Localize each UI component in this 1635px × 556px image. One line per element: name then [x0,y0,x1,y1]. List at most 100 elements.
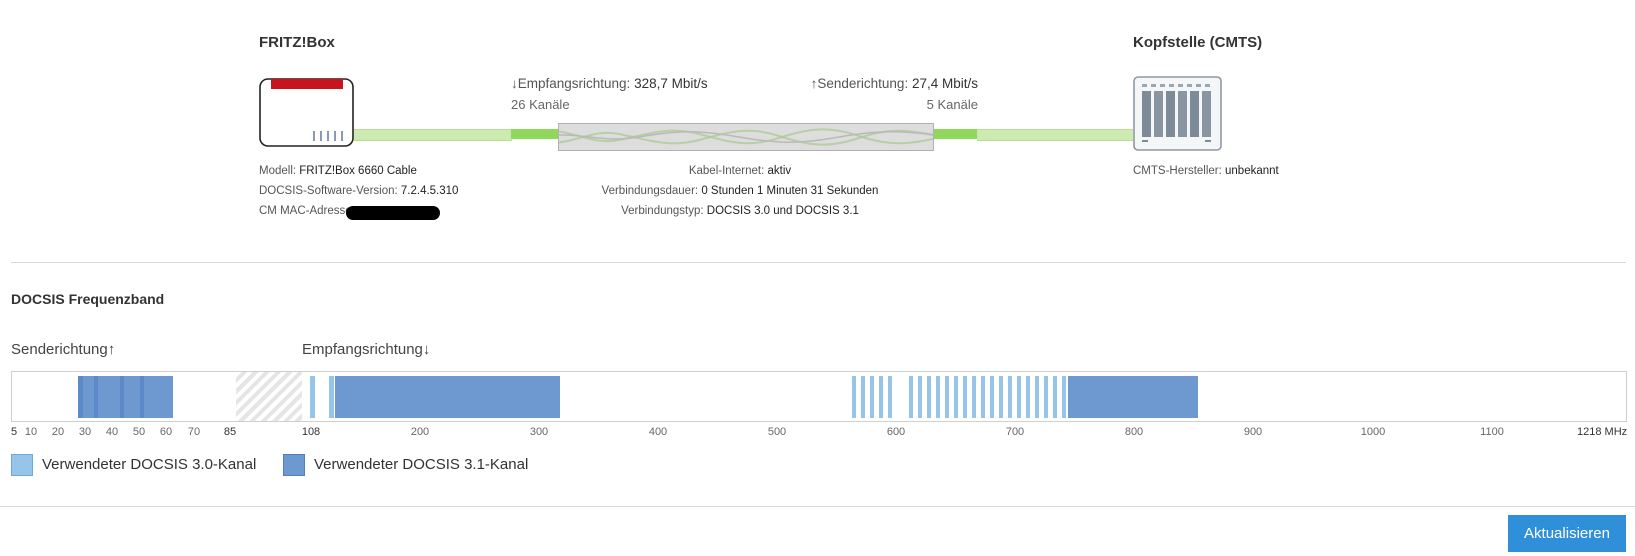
channel-bar [1068,376,1198,418]
channel-bar [888,376,892,418]
channel-bar [335,376,560,418]
downstream-rate: ↓Empfangsrichtung: 328,7 Mbit/s [511,76,708,91]
cable-right [977,129,1133,141]
footer-divider [0,506,1635,507]
downstream-channels: 26 Kanäle [511,97,570,112]
connection-type-label: Verbindungstyp: [621,205,704,217]
channel-bar [78,376,83,418]
channel-bar [1017,376,1021,418]
channel-bar [1035,376,1039,418]
channel-bar [909,376,913,418]
upstream-band-heading: Senderichtung↑ [11,341,116,358]
channel-bar [1008,376,1012,418]
tick-label: 400 [648,426,668,438]
channel-bar [1053,376,1057,418]
channel-bar [999,376,1003,418]
upstream-rate: ↑Senderichtung: 27,4 Mbit/s [811,76,978,91]
channel-bar [329,376,334,418]
channel-bar [94,376,98,418]
cable-internet-info: Kabel-Internet: aktiv [550,165,930,177]
cable-left-active [511,129,559,139]
tick-label: 50 [132,426,146,438]
duration-label: Verbindungsdauer: [601,185,699,197]
tick-label: 10 [24,426,38,438]
tick-label: 200 [410,426,430,438]
channel-bar [879,376,883,418]
tick-label: 5 [11,426,18,438]
channel-bar [140,376,144,418]
tick-label: 1100 [1480,426,1504,438]
model-value: FRITZ!Box 6660 Cable [299,165,417,177]
channel-bar [1062,376,1066,418]
model-label: Modell: [259,165,297,177]
channel-bar [954,376,958,418]
cable-right-active [930,129,978,139]
cmts-vendor-value: unbekannt [1225,165,1279,177]
tick-label: 600 [886,426,906,438]
fritzbox-title: FRITZ!Box [259,34,335,51]
tick-label: 108 [301,426,321,438]
duration-value: 0 Stunden 1 Minuten 31 Sekunden [701,185,879,197]
tick-label: 1218 MHz [1577,426,1628,438]
channel-bar [861,376,865,418]
cmts-rack-icon [1133,76,1223,152]
channel-bar [310,376,315,418]
tick-label: 900 [1243,426,1263,438]
tick-label: 70 [187,426,201,438]
cable-internet-value: aktiv [767,165,792,177]
cmts-title: Kopfstelle (CMTS) [1133,34,1263,51]
tick-label: 700 [1005,426,1025,438]
tick-label: 500 [767,426,787,438]
docsis-software-label: DOCSIS-Software-Version: [259,185,398,197]
router-icon [259,78,355,148]
channel-bar [870,376,874,418]
band-title: DOCSIS Frequenzband [11,291,165,307]
channel-bar [120,376,124,418]
channel-bar [963,376,967,418]
mac-label: CM MAC-Adresse: [259,205,355,217]
connection-type-info: Verbindungstyp: DOCSIS 3.0 und DOCSIS 3.… [550,205,930,217]
tick-label: 30 [78,426,92,438]
tick-label: 300 [529,426,549,438]
tick-label: 85 [223,426,237,438]
upstream-rate-value: 27,4 Mbit/s [911,76,978,91]
cmts-vendor-info: CMTS-Hersteller: unbekannt [1133,165,1279,177]
mac-redaction [346,206,440,220]
duration-info: Verbindungsdauer: 0 Stunden 1 Minuten 31… [550,185,930,197]
cable-internet-label: Kabel-Internet: [688,165,765,177]
channel-bar [981,376,985,418]
channel-bar [927,376,931,418]
channel-bar [78,376,173,418]
refresh-button[interactable]: Aktualisieren [1508,515,1626,552]
connection-type-value: DOCSIS 3.0 und DOCSIS 3.1 [706,205,859,217]
downstream-band-heading: Empfangsrichtung↓ [302,341,431,358]
tick-label: 20 [51,426,65,438]
band-gap [236,372,302,421]
model-info: Modell: FRITZ!Box 6660 Cable [259,165,417,177]
legend-docsis30-label: Verwendeter DOCSIS 3.0-Kanal [42,456,257,473]
tick-label: 800 [1124,426,1144,438]
channel-bar [990,376,994,418]
legend-docsis30-swatch [11,454,33,476]
downstream-rate-value: 328,7 Mbit/s [634,76,708,91]
upstream-label: ↑Senderichtung: [810,76,909,91]
docsis-software-value: 7.2.4.5.310 [400,185,459,197]
cmts-vendor-label: CMTS-Hersteller: [1133,165,1222,177]
channel-bar [936,376,940,418]
cable-left [354,129,512,141]
channel-bar [945,376,949,418]
docsis-software-info: DOCSIS-Software-Version: 7.2.4.5.310 [259,185,458,197]
tick-label: 40 [105,426,119,438]
section-divider [11,262,1626,263]
legend-docsis31-label: Verwendeter DOCSIS 3.1-Kanal [314,456,529,473]
channel-bar [852,376,856,418]
channel-bar [972,376,976,418]
tick-label: 60 [159,426,173,438]
channel-bar [1044,376,1048,418]
tick-label: 1000 [1360,426,1386,438]
mac-info: CM MAC-Adresse: [259,205,355,217]
channel-bar [1026,376,1030,418]
channel-bar [918,376,922,418]
cable-channel-bundle [558,123,934,151]
legend-docsis31-swatch [283,454,305,476]
